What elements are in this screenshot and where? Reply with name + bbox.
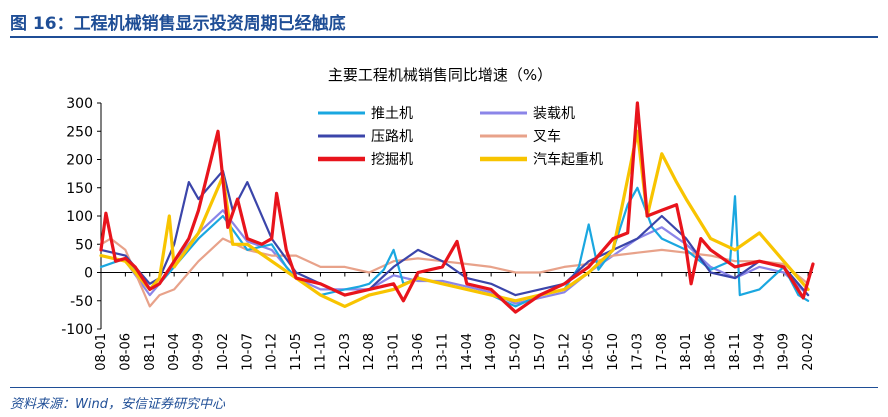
x-tick-label: 10-02 [216,333,231,371]
series-line-3 [99,237,810,308]
x-tick-label: 13-01 [387,333,402,371]
series-group [99,101,815,314]
x-tick-label: 08-01 [94,333,109,371]
x-tick-label: 11-05 [289,333,304,371]
x-tick-label: 15-12 [557,333,572,371]
chart-title: 主要工程机械销售同比增速（%） [328,66,552,84]
y-tick-label: 150 [66,181,93,197]
y-tick-label: 0 [84,266,93,282]
title-rule [10,36,878,38]
y-tick-label: 100 [66,209,93,225]
x-tick-label: 16-10 [606,333,621,371]
x-tick-label: 20-02 [801,333,816,371]
series-line-5 [99,129,810,308]
series-line-4 [99,101,815,314]
y-tick-label: 50 [75,237,93,253]
legend-label-5: 汽车起重机 [533,151,603,168]
source-note: 资料来源：Wind，安信证券研究中心 [10,397,225,412]
series-line-2 [99,169,810,297]
x-tick-label: 13-11 [435,333,450,371]
x-tick-label: 12-08 [362,333,377,371]
x-tick-label: 19-04 [752,333,767,371]
legend-label-2: 压路机 [371,129,413,145]
x-tick-label: 09-04 [167,333,182,371]
y-tick-label: -100 [61,322,93,338]
x-tick-label: 17-08 [655,333,670,371]
y-tick-label: 250 [66,124,93,140]
y-tick-label: 300 [66,96,93,112]
x-tick-label: 10-07 [240,333,255,371]
legend-label-1: 装载机 [533,106,575,122]
legend-label-4: 挖掘机 [371,152,413,168]
x-tick-label: 12-03 [338,333,353,371]
y-axis: -100 -50 0 50 100 150 200 250 300 [61,96,102,338]
x-tick-label: 19-09 [777,333,792,371]
legend-label-3: 叉车 [533,128,561,145]
x-tick-label: 18-11 [728,333,743,371]
x-tick-label: 10-12 [265,333,280,371]
x-tick-label: 18-01 [679,333,694,371]
x-tick-label: 18-06 [704,333,719,371]
x-tick-label: 11-10 [313,333,328,371]
x-tick-label: 08-06 [118,333,133,371]
x-tick-label: 16-05 [582,333,597,371]
y-tick-label: 200 [66,153,93,169]
source-rule [10,387,878,388]
x-tick-label: 17-03 [630,333,645,371]
x-tick-label: 13-06 [411,333,426,371]
x-tick-label: 08-11 [143,333,158,371]
x-tick-label: 09-09 [192,333,207,371]
legend-label-0: 推土机 [371,106,413,122]
figure-title: 图 16：工程机械销售显示投资周期已经触底 [10,14,346,34]
x-tick-label: 14-04 [460,333,475,371]
y-tick-label: -50 [70,294,93,310]
x-tick-label: 15-02 [509,333,524,371]
x-tick-label: 15-07 [533,333,548,371]
x-tick-label: 14-09 [484,333,499,371]
